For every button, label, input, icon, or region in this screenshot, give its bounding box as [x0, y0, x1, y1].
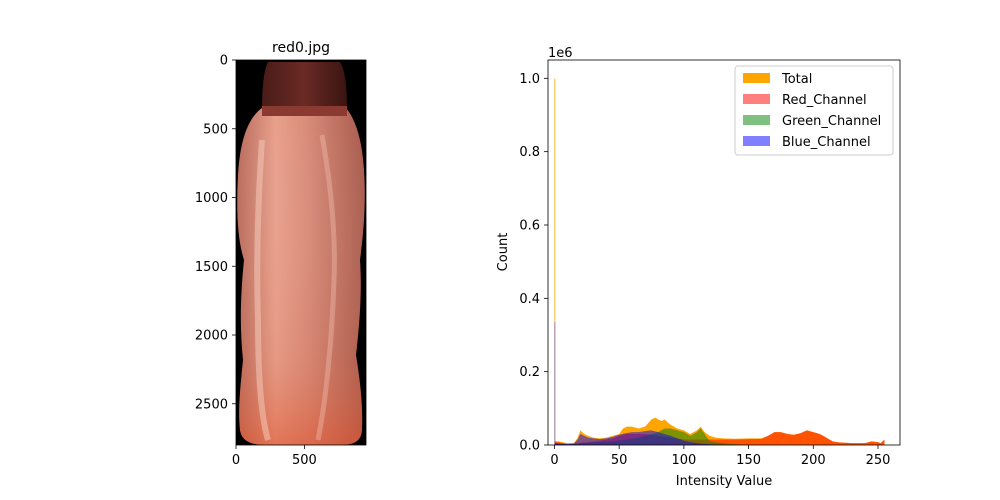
x-tick-label: 150	[736, 453, 761, 468]
x-tick-label: 50	[611, 453, 628, 468]
histogram-axes: 0 50 100 150 200 250 0.0 0.2 0.4 0.6 0.8 1.0	[519, 72, 890, 468]
image-y-tick-label: 0	[220, 54, 228, 69]
legend-swatch-green-channel	[743, 115, 770, 125]
plot-frame	[547, 59, 901, 446]
histogram-panel: 1e6 0 50 100 150 200 250 0.0 0.2 0.4 0.6 0.8 1.0 In…	[496, 46, 901, 489]
legend-swatch-blue-channel	[743, 136, 770, 146]
histogram-series	[554, 78, 885, 445]
bottle-highlight	[254, 139, 271, 441]
y-tick-label: 0.4	[519, 292, 540, 307]
y-tick-label: 0.2	[519, 365, 540, 380]
y-tick-label: 0.8	[519, 145, 540, 160]
y-offset-label: 1e6	[548, 46, 573, 61]
image-y-tick-label: 1500	[195, 260, 228, 275]
legend-swatch-red-channel	[743, 94, 770, 104]
image-frame	[235, 59, 367, 446]
legend-label-blue-channel: Blue_Channel	[782, 135, 871, 150]
y-tick-label: 0.6	[519, 219, 540, 234]
x-tick-label: 100	[671, 453, 696, 468]
image-x-tick-label: 500	[292, 453, 317, 468]
bottle-highlight-2	[315, 134, 337, 441]
image-title: red0.jpg	[272, 40, 330, 56]
bottle-liquid-shade	[237, 108, 365, 445]
y-tick-label: 0.0	[519, 439, 540, 454]
x-tick-label: 250	[866, 453, 891, 468]
image-axes: 0 500 0 500 1000 1500 2000 2500	[195, 54, 317, 469]
legend: Total Red_Channel Green_Channel Blue_Channe…	[734, 65, 894, 156]
legend-frame	[734, 65, 894, 156]
x-axis-label: Intensity Value	[676, 474, 772, 489]
legend-label-red-channel: Red_Channel	[782, 93, 867, 108]
image-panel: red0.jpg 0 500 0 500 1000 1500 2000 2500	[195, 40, 367, 469]
image-y-tick-label: 2000	[195, 329, 228, 344]
x-tick-label: 200	[801, 453, 826, 468]
legend-label-green-channel: Green_Channel	[782, 114, 881, 129]
legend-label-total: Total	[781, 72, 812, 87]
bottle-cap	[262, 62, 347, 112]
legend-swatch-total	[743, 73, 770, 83]
series-blue-channel-area	[554, 322, 885, 445]
image-y-tick-label: 500	[203, 122, 228, 137]
y-axis-label: Count	[496, 233, 511, 272]
bottle-image	[237, 62, 365, 445]
image-y-tick-label: 1000	[195, 191, 228, 206]
image-y-tick-label: 2500	[195, 397, 228, 412]
x-tick-label: 0	[550, 453, 558, 468]
bottle-cap-band	[262, 106, 347, 116]
y-tick-label: 1.0	[519, 72, 540, 87]
image-x-tick-label: 0	[232, 453, 240, 468]
